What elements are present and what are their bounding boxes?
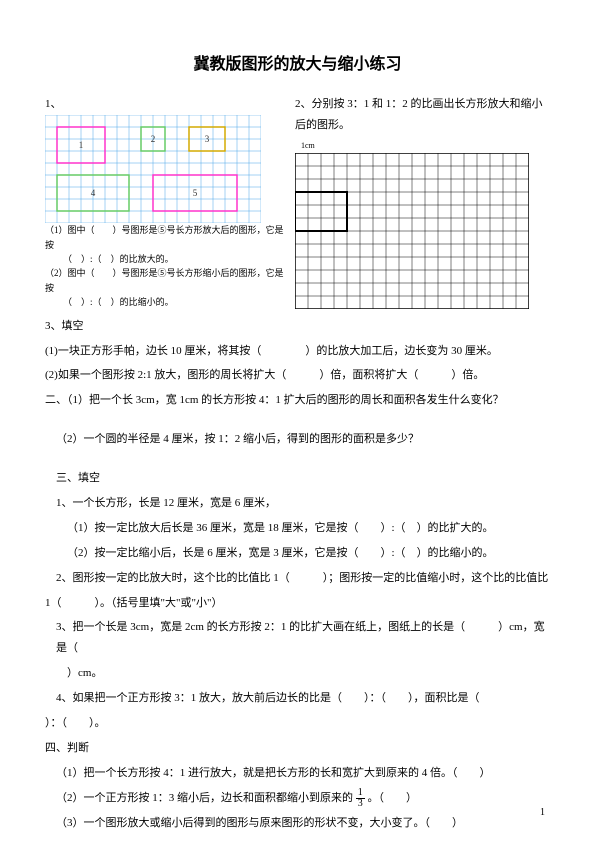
- sec4-heading: 四、判断: [45, 738, 550, 759]
- sec4-p3: （3）一个图形放大或缩小后得到的图形与原来图形的形状不变，大小变了。（ ）: [56, 813, 550, 834]
- sec3-p5d: ）：（ ）。: [45, 713, 550, 734]
- sec3-p3: 2、图形按一定的比放大时，这个比的比值比 1（ ）；图形按一定的比值缩小时，这个…: [56, 568, 550, 589]
- svg-text:4: 4: [91, 188, 96, 198]
- svg-text:5: 5: [193, 188, 198, 198]
- q1-grid: 1 2 3 4 5: [45, 115, 285, 223]
- svg-text:3: 3: [205, 134, 210, 144]
- sec3-p4: 3、把一个长是 3cm，宽是 2cm 的长方形按 2：1 的比扩大画在纸上，图纸…: [56, 617, 550, 659]
- top-section: 1、 1 2 3 4 5 （1）图中（ ）号图形是⑤号长方形放大后的图形，它是按 （ ）…: [45, 94, 550, 309]
- page-title: 冀教版图形的放大与缩小练习: [45, 50, 550, 80]
- q1-desc: （1）图中（ ）号图形是⑤号长方形放大后的图形，它是按 （ ）:（ ）的比放大的…: [45, 223, 285, 309]
- sec3-p4c: ）cm。: [45, 663, 550, 684]
- q3-heading: 3、填空: [45, 316, 550, 337]
- sec3-heading: 三、填空: [56, 468, 550, 489]
- sec3-p3c: 1（ ）。（括号里填"大"或"小"）: [45, 593, 550, 614]
- sec3-p1a: （1）按一定比放大后长是 36 厘米，宽是 18 厘米，它是按（ ）:（ ）的比…: [67, 518, 550, 539]
- q3-line2: (2)如果一个图形按 2:1 放大，图形的周长将扩大（ ）倍，面积将扩大（ ）倍…: [45, 365, 550, 386]
- sec4-p1: （1）把一个长方形按 4：1 进行放大，就是把长方形的长和宽扩大到原来的 4 倍…: [56, 763, 550, 784]
- q1-num: 1、: [45, 98, 62, 110]
- sec3-p5: 4、如果把一个正方形按 3：1 放大，放大前后边长的比是（ ）：（ ），面积比是…: [56, 688, 550, 709]
- sec2-heading: 二、（1）把一个长 3cm，宽 1cm 的长方形按 4：1 扩大后的图形的周长和…: [45, 390, 550, 411]
- page-number: 1: [540, 803, 545, 822]
- sec4-p2: （2）一个正方形按 1：3 缩小后，边长和面积都缩小到原来的 13 。（ ）: [56, 788, 550, 809]
- q1-column: 1、 1 2 3 4 5 （1）图中（ ）号图形是⑤号长方形放大后的图形，它是按 （ ）…: [45, 94, 285, 309]
- sec3-p2: （2）按一定比缩小后，长是 6 厘米，宽是 3 厘米，它是按（ ）:（ ）的比缩…: [67, 543, 550, 564]
- svg-text:2: 2: [151, 134, 156, 144]
- fraction-1-3: 13: [356, 788, 365, 809]
- q2-grid: [295, 153, 545, 309]
- q3-line1: (1)一块正方形手帕，边长 10 厘米，将其按（ ）的比放大加工后，边长变为 3…: [45, 341, 550, 362]
- q2-text: 2、分别按 3：1 和 1：2 的比画出长方形放大和缩小后的图形。: [295, 94, 545, 136]
- q2-column: 2、分别按 3：1 和 1：2 的比画出长方形放大和缩小后的图形。 1cm: [295, 94, 545, 309]
- sec3-p1: 1、一个长方形，长是 12 厘米，宽是 6 厘米，: [56, 493, 550, 514]
- q2-label: 1cm: [295, 138, 545, 153]
- sec2-q2: （2）一个圆的半径是 4 厘米，按 1：2 缩小后，得到的图形的面积是多少？: [56, 429, 550, 450]
- svg-text:1: 1: [79, 140, 84, 150]
